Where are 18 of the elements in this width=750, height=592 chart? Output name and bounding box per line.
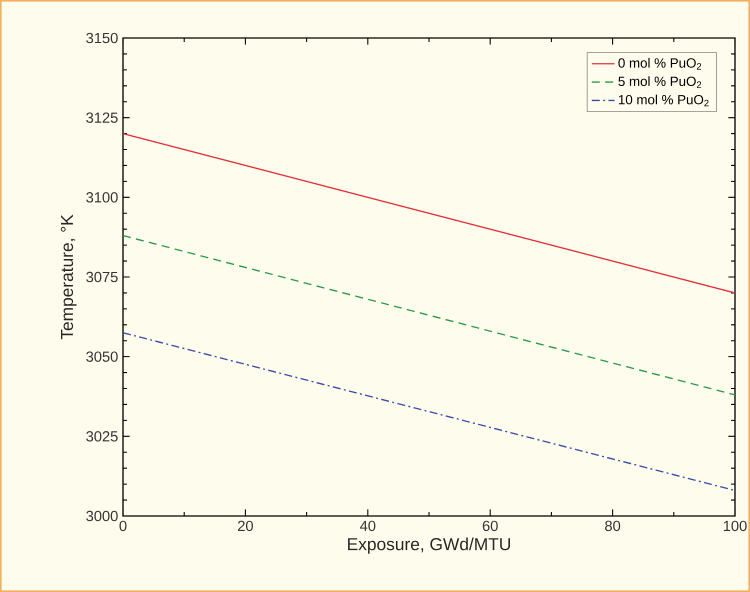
y-tick-label: 3025	[86, 431, 118, 442]
x-tick-label: 0	[119, 520, 126, 532]
y-tick-label: 3000	[86, 510, 118, 522]
x-tick-label: 60	[482, 520, 498, 532]
y-tick-label: 3075	[86, 272, 118, 282]
x-tick-label: 20	[238, 520, 253, 532]
x-tick-label: 40	[360, 520, 376, 532]
x-tick-label: 100	[724, 520, 747, 532]
legend-label: 10 mol % PuO$_{2}$	[618, 94, 709, 106]
y-tick-label: 3050	[86, 351, 118, 362]
legend-label: 5 mol % PuO$_{2}$	[618, 76, 702, 88]
x-tick-label: 80	[605, 520, 620, 532]
y-axis-title: Temperature, °K	[60, 214, 77, 340]
y-tick-label: 3125	[86, 112, 118, 123]
y-tick-label: 3150	[86, 32, 118, 44]
x-axis-title: Exposure, GWd/MTU	[348, 538, 510, 554]
y-tick-label: 3100	[86, 192, 118, 203]
legend-label: 0 mol % PuO$_{2}$	[618, 58, 702, 70]
